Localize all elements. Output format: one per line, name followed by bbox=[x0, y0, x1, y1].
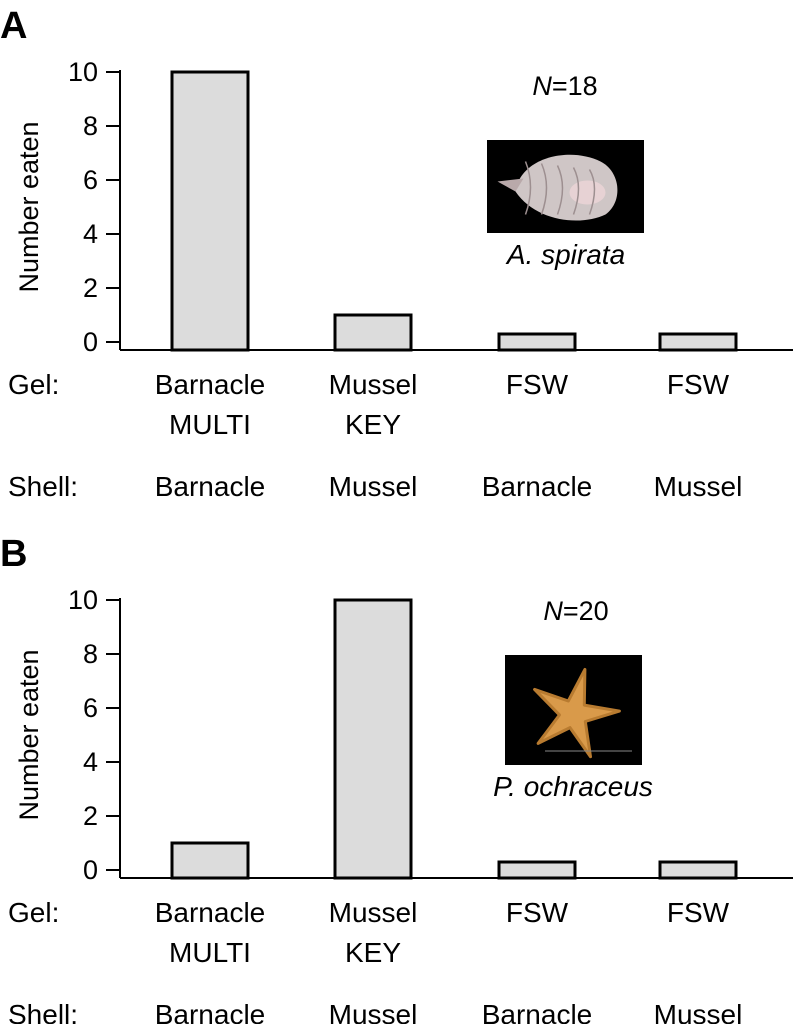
gel-label: FSW bbox=[667, 369, 730, 400]
shell-ridge bbox=[540, 163, 548, 215]
y-tick-label: 6 bbox=[83, 693, 98, 723]
gel-label: Barnacle bbox=[155, 369, 266, 400]
bar bbox=[497, 860, 577, 880]
y-tick-label: 4 bbox=[83, 219, 98, 249]
bar bbox=[333, 313, 413, 352]
shell-label: Mussel bbox=[329, 471, 418, 502]
gel-label-line2: MULTI bbox=[169, 409, 251, 440]
gel-label: Mussel bbox=[329, 369, 418, 400]
shell-label: Barnacle bbox=[155, 471, 266, 502]
shell-label: Barnacle bbox=[155, 999, 266, 1024]
panel-A: A Number eaten 0 2 4 6 8 10 N=18 A. spirata Gel: Sh… bbox=[0, 5, 793, 502]
sea-star-shape bbox=[533, 667, 621, 759]
shell-row-label: Shell: bbox=[8, 999, 78, 1024]
n-label: N=18 bbox=[532, 71, 597, 101]
y-tick-label: 4 bbox=[83, 747, 98, 777]
gel-label-line2: KEY bbox=[345, 937, 401, 968]
sea-star-photo bbox=[505, 655, 642, 765]
y-axis-title: Number eaten bbox=[14, 121, 44, 292]
y-tick-label: 0 bbox=[83, 855, 98, 885]
gel-row-label: Gel: bbox=[8, 369, 59, 400]
y-tick-label: 6 bbox=[83, 165, 98, 195]
shell-ridge bbox=[556, 165, 564, 215]
gel-row-label: Gel: bbox=[8, 897, 59, 928]
whelk-shell-photo bbox=[487, 140, 644, 233]
bar bbox=[658, 860, 738, 880]
gel-label: FSW bbox=[667, 897, 730, 928]
gel-label: Mussel bbox=[329, 897, 418, 928]
bar bbox=[658, 332, 738, 352]
shell-label: Mussel bbox=[654, 999, 743, 1024]
shell-label: Barnacle bbox=[482, 999, 593, 1024]
y-tick-label: 8 bbox=[83, 111, 98, 141]
shell-row-label: Shell: bbox=[8, 471, 78, 502]
shell-ridge bbox=[588, 169, 596, 215]
n-label: N=20 bbox=[543, 596, 608, 626]
panel-B: B Number eaten 0 2 4 6 8 10 N=20 P. ochraceus Gel:… bbox=[0, 533, 793, 1024]
gel-label: Barnacle bbox=[155, 897, 266, 928]
shell-label: Mussel bbox=[654, 471, 743, 502]
gel-label-line2: KEY bbox=[345, 409, 401, 440]
panel-letter: A bbox=[0, 5, 27, 47]
shell-label: Barnacle bbox=[482, 471, 593, 502]
shell-ridge bbox=[524, 161, 532, 215]
y-tick-label: 8 bbox=[83, 639, 98, 669]
gel-label: FSW bbox=[506, 897, 569, 928]
shell-label: Mussel bbox=[329, 999, 418, 1024]
bar bbox=[170, 841, 250, 880]
y-tick-label: 2 bbox=[83, 801, 98, 831]
shell-ridge bbox=[572, 167, 580, 215]
gel-label-line2: MULTI bbox=[169, 937, 251, 968]
species-label: A. spirata bbox=[505, 239, 625, 270]
y-axis-title: Number eaten bbox=[14, 649, 44, 820]
bar bbox=[497, 332, 577, 352]
shell-apex bbox=[497, 178, 524, 192]
species-label: P. ochraceus bbox=[493, 771, 653, 802]
bar bbox=[333, 598, 413, 880]
shell-aperture bbox=[569, 180, 606, 205]
panel-letter: B bbox=[0, 533, 27, 575]
y-tick-label: 0 bbox=[83, 327, 98, 357]
gel-label: FSW bbox=[506, 369, 569, 400]
y-tick-label: 10 bbox=[68, 57, 98, 87]
y-tick-label: 10 bbox=[68, 585, 98, 615]
bar bbox=[170, 70, 250, 352]
y-tick-label: 2 bbox=[83, 273, 98, 303]
